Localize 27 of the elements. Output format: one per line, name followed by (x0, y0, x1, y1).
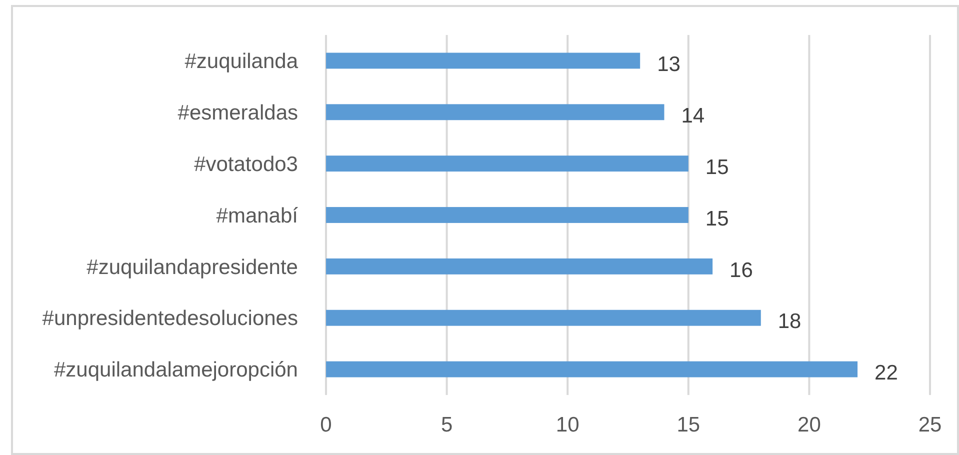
bar (326, 104, 664, 120)
bar (326, 258, 713, 274)
y-tick-label: #zuquilandalamejoropción (54, 358, 298, 382)
y-tick-label: #unpresidentedesoluciones (42, 307, 298, 330)
data-label: 14 (681, 104, 705, 128)
y-tick-label: #esmeraldas (178, 101, 298, 124)
x-tick-label: 25 (918, 413, 942, 436)
bar (326, 52, 640, 69)
data-label: 16 (730, 258, 753, 282)
data-label: 15 (705, 156, 729, 179)
x-tick-label: 10 (556, 413, 580, 436)
y-tick-label: #manabí (216, 204, 298, 228)
y-tick-label: #votatodo3 (194, 152, 298, 176)
x-tick-label: 5 (440, 413, 453, 436)
y-tick-label: #zuquilandapresidente (86, 256, 298, 279)
bar (326, 361, 858, 378)
bar (326, 207, 688, 223)
bar (326, 156, 688, 172)
x-tick-label: 0 (320, 413, 332, 436)
x-tick-label: 15 (676, 413, 700, 436)
data-label: 15 (705, 207, 729, 230)
data-label: 18 (778, 310, 802, 334)
bar (326, 310, 761, 326)
x-tick-label: 20 (798, 413, 821, 436)
y-tick-label: #zuquilanda (184, 50, 298, 74)
data-label: 13 (657, 53, 680, 76)
data-label: 22 (874, 362, 898, 385)
